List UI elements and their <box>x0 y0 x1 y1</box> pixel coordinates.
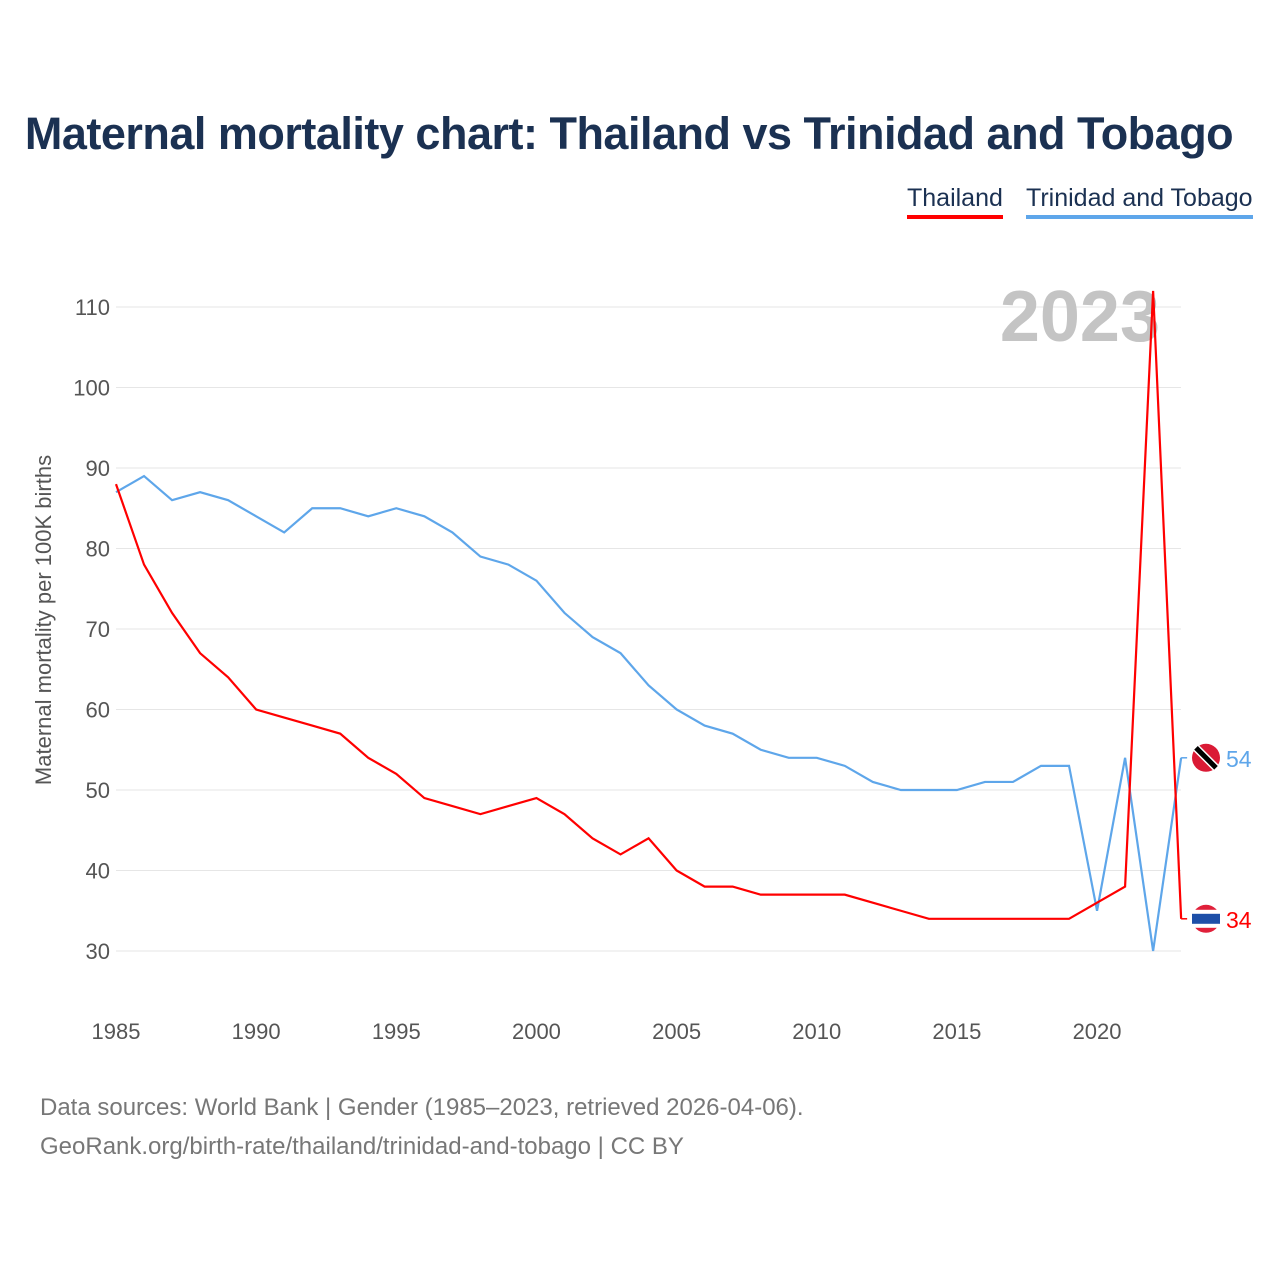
source-line-2: GeoRank.org/birth-rate/thailand/trinidad… <box>40 1133 684 1160</box>
y-tick-label: 50 <box>86 778 110 803</box>
y-tick-label: 100 <box>73 376 110 401</box>
flag-stripe <box>1192 913 1220 924</box>
x-tick-label: 1990 <box>232 1019 281 1044</box>
y-tick-label: 110 <box>75 295 110 320</box>
x-tick-label: 2000 <box>512 1019 561 1044</box>
x-tick-label: 2015 <box>932 1019 981 1044</box>
x-tick-label: 1995 <box>372 1019 421 1044</box>
y-axis-label: Maternal mortality per 100K births <box>31 455 56 785</box>
legend-thailand[interactable]: Thailand <box>907 184 1003 219</box>
source-line-1: Data sources: World Bank | Gender (1985–… <box>40 1094 804 1121</box>
end-value-label: 54 <box>1226 746 1252 772</box>
year-label: 2023 <box>1000 277 1160 357</box>
series-line-trinidad <box>115 474 1183 952</box>
y-tick-label: 90 <box>86 456 110 481</box>
flag-stripe <box>1194 746 1218 770</box>
x-tick-label: 1985 <box>92 1019 141 1044</box>
y-tick-label: 70 <box>86 617 110 642</box>
y-tick-label: 30 <box>86 939 110 964</box>
series-line-thailand <box>114 290 1183 920</box>
legend-trinidad[interactable]: Trinidad and Tobago <box>1026 184 1253 219</box>
chart-title: Maternal mortality chart: Thailand vs Tr… <box>24 108 1234 159</box>
x-tick-label: 2010 <box>792 1019 841 1044</box>
y-tick-label: 40 <box>86 859 110 884</box>
y-tick-label: 60 <box>86 698 110 723</box>
x-tick-label: 2005 <box>652 1019 701 1044</box>
x-tick-label: 2020 <box>1073 1019 1122 1044</box>
y-tick-label: 80 <box>86 537 110 562</box>
source-note: Data sources: World Bank | Gender (1985–… <box>40 1088 804 1166</box>
end-value-label: 34 <box>1226 907 1252 933</box>
